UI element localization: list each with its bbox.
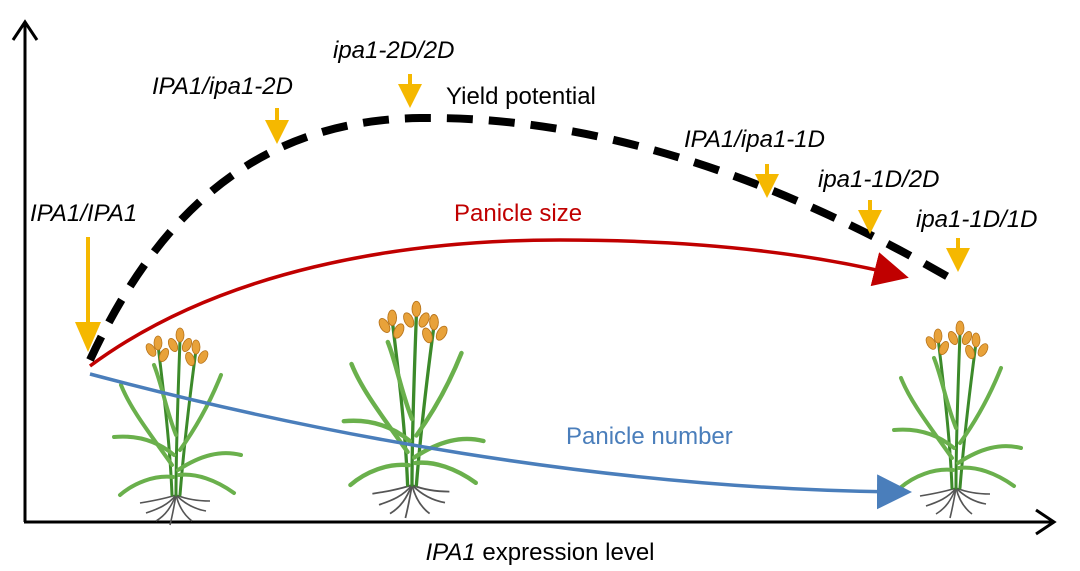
rice-plant-right [892, 319, 1023, 520]
panicle-size-curve [88, 238, 909, 368]
marker-ipa1-2d [265, 108, 289, 144]
genotype-label-ipa1-ipa1-2d: IPA1/ipa1-2D [152, 73, 293, 100]
axes [11, 19, 1057, 536]
yield-potential-label: Yield potential [446, 83, 596, 110]
genotype-label-ipa1-2d-2d: ipa1-2D/2D [333, 37, 454, 64]
marker-1d-1d [946, 238, 970, 272]
genotype-label-ipa1-ipa1-1d: IPA1/ipa1-1D [684, 126, 825, 153]
x-axis-arrowhead [1035, 508, 1057, 536]
marker-ipa1-1d [755, 164, 779, 198]
genotype-markers [75, 74, 970, 352]
yield-potential-curve [86, 113, 952, 362]
genotype-label-ipa1-1d-2d: ipa1-1D/2D [818, 166, 939, 193]
marker-1d-2d [858, 200, 882, 234]
rice-plant-left [112, 326, 243, 527]
marker-ipa1-ipa1 [75, 237, 101, 352]
x-axis-title-rest: expression level [476, 539, 655, 566]
x-axis-title-gene: IPA1 [425, 539, 475, 566]
panicle-size-label: Panicle size [454, 200, 582, 227]
panicle-number-label: Panicle number [566, 423, 733, 450]
genotype-label-ipa1-ipa1: IPA1/IPA1 [30, 200, 137, 227]
y-axis-arrowhead [11, 19, 39, 41]
panicle-number-curve [89, 372, 912, 510]
genotype-label-ipa1-1d-1d: ipa1-1D/1D [916, 206, 1037, 233]
rice-plant-middle [344, 301, 484, 518]
x-axis-title: IPA1 expression level [425, 539, 654, 566]
marker-2d-2d [398, 74, 422, 108]
